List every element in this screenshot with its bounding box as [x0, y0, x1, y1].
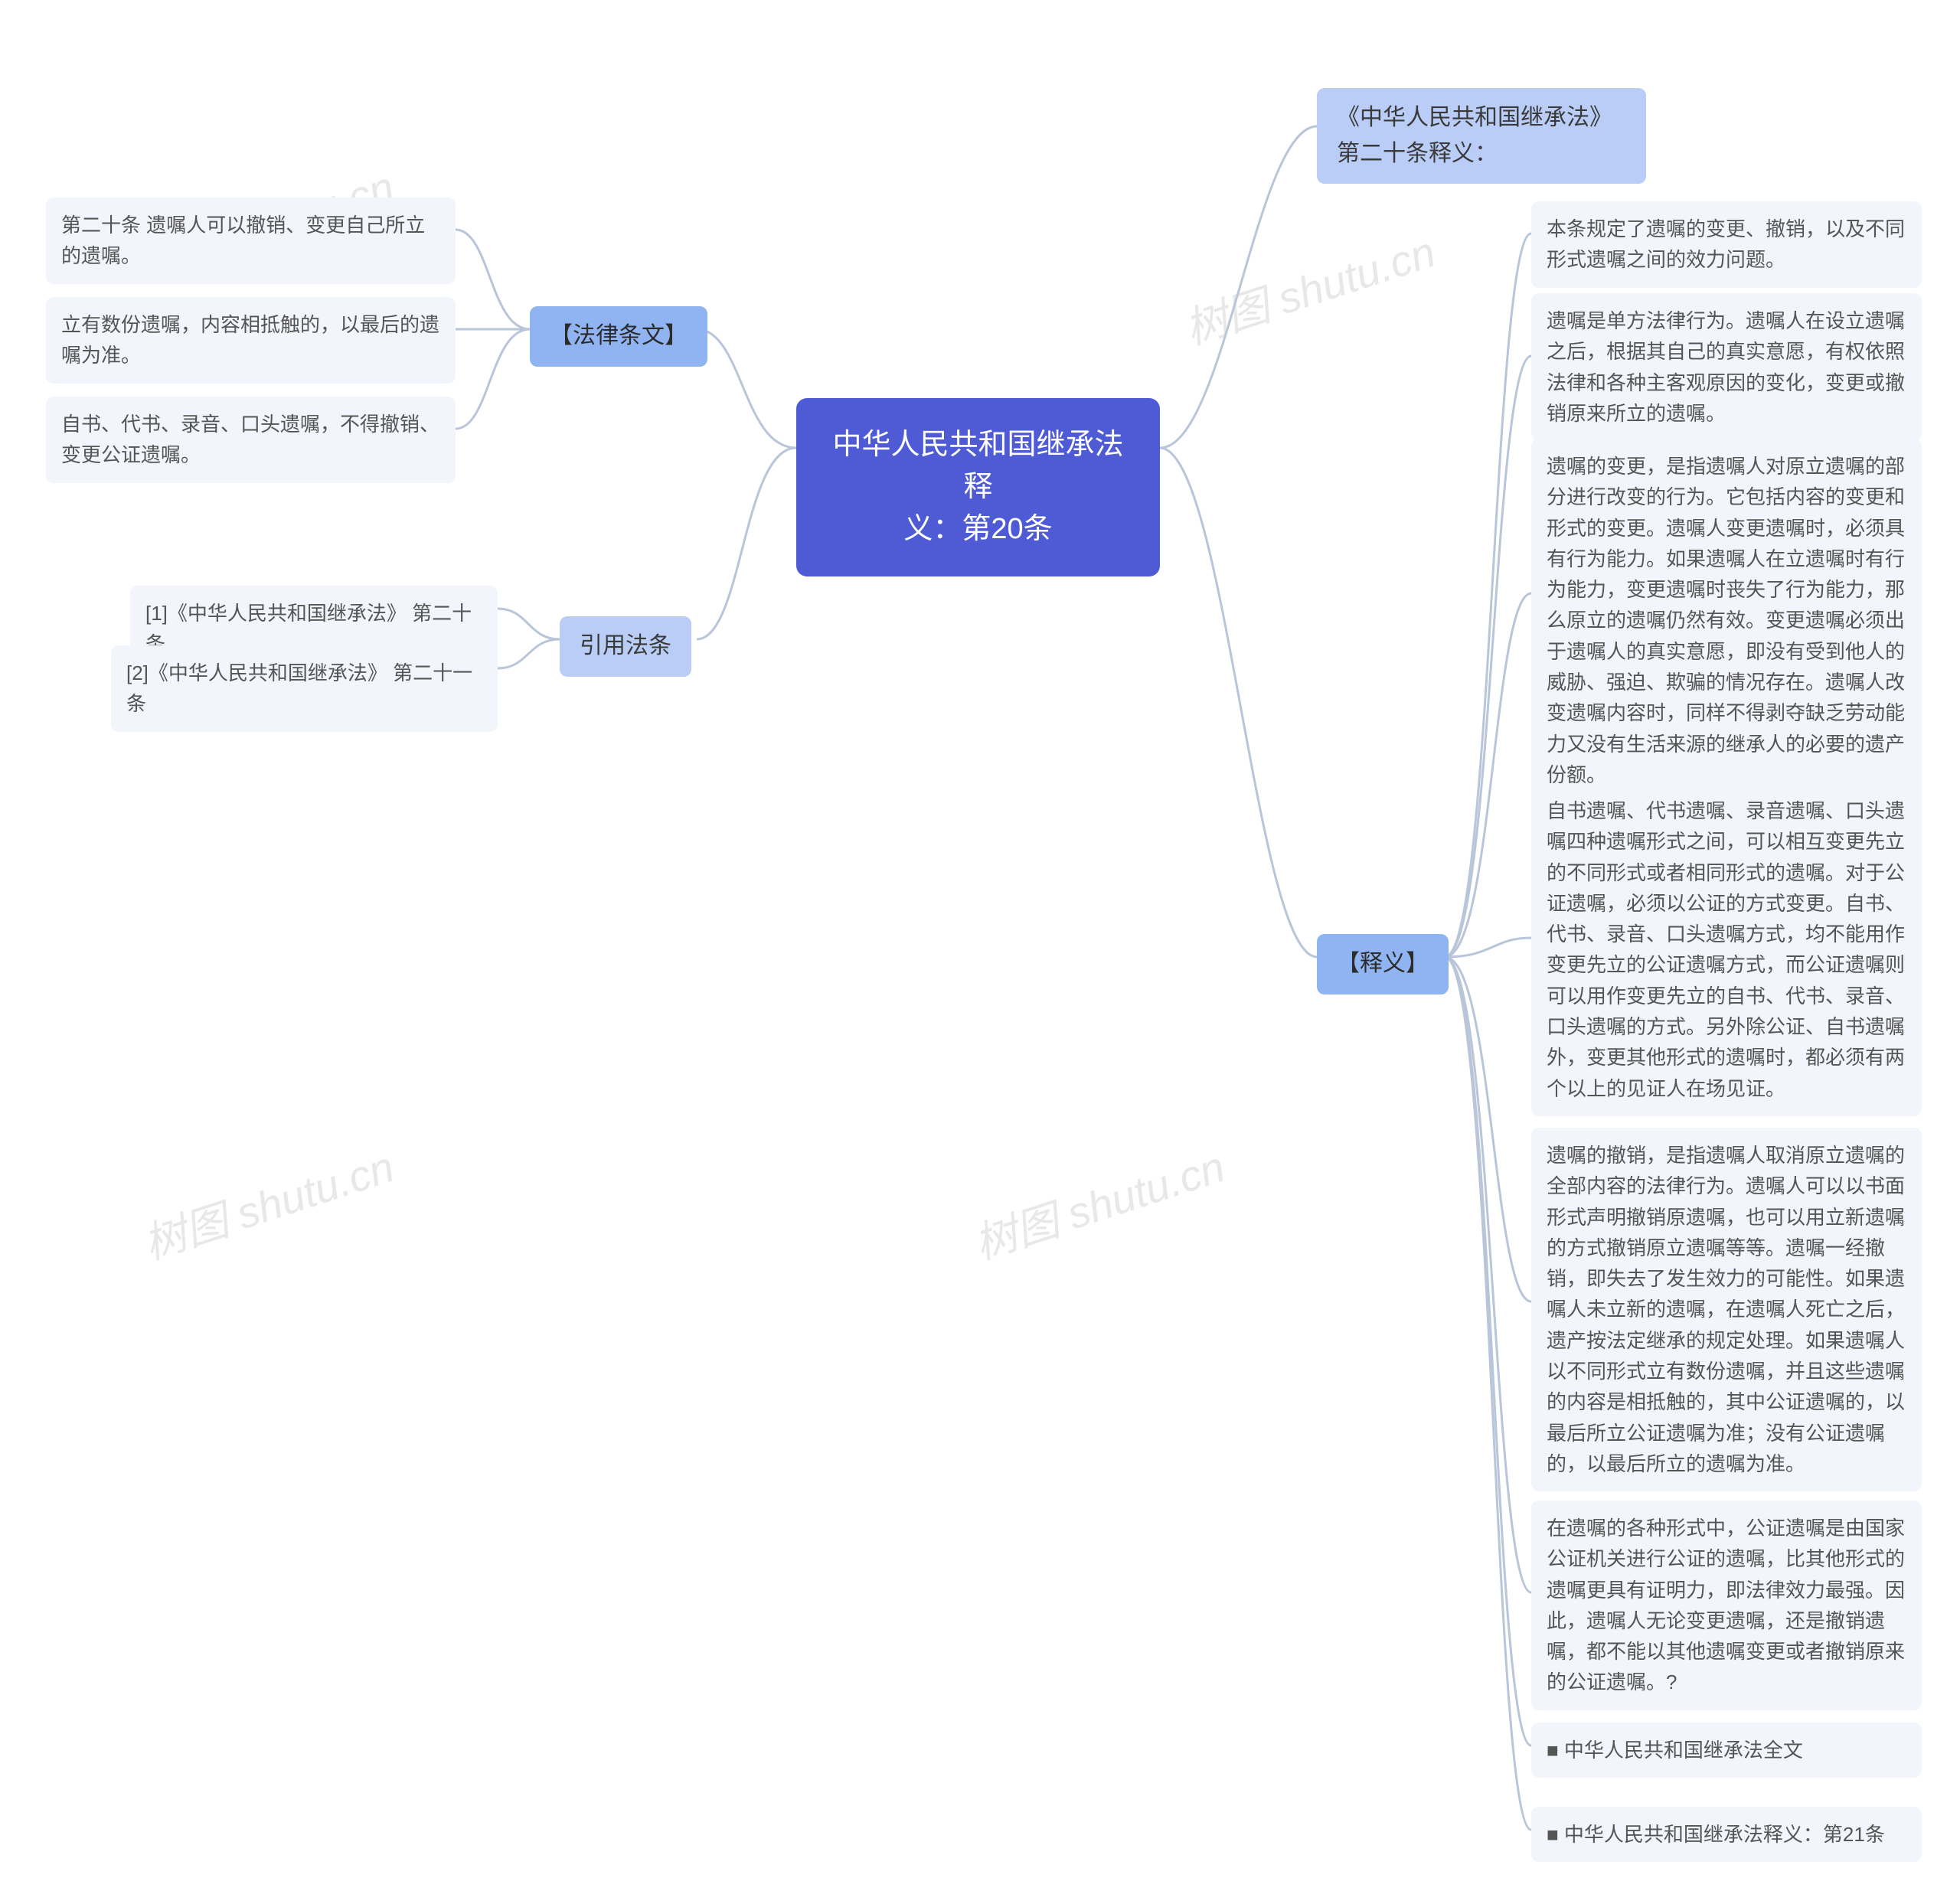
leaf-int-8-text: ■ 中华人民共和国继承法释义：第21条	[1547, 1823, 1885, 1846]
leaf-int-2-text: 遗嘱是单方法律行为。遗嘱人在设立遗嘱之后，根据其自己的真实意愿，有权依照法律和各…	[1547, 309, 1905, 425]
leaf-int-5[interactable]: 遗嘱的撤销，是指遗嘱人取消原立遗嘱的全部内容的法律行为。遗嘱人可以以书面形式声明…	[1531, 1128, 1922, 1491]
node-interpretation-label: 【释义】	[1337, 951, 1429, 976]
watermark: 树图 shutu.cn	[1176, 218, 1442, 358]
root-title: 中华人民共和国继承法释 义：第20条	[824, 424, 1132, 550]
leaf-int-1-text: 本条规定了遗嘱的变更、撤销，以及不同形式遗嘱之间的效力问题。	[1547, 217, 1905, 271]
leaf-int-1[interactable]: 本条规定了遗嘱的变更、撤销，以及不同形式遗嘱之间的效力问题。	[1531, 201, 1922, 288]
node-citations-label: 引用法条	[580, 633, 671, 658]
leaf-int-4[interactable]: 自书遗嘱、代书遗嘱、录音遗嘱、口头遗嘱四种遗嘱形式之间，可以相互变更先立的不同形…	[1531, 783, 1922, 1116]
leaf-law-1[interactable]: 第二十条 遗嘱人可以撤销、变更自己所立的遗嘱。	[46, 198, 456, 284]
leaf-int-8[interactable]: ■ 中华人民共和国继承法释义：第21条	[1531, 1807, 1922, 1862]
root-node[interactable]: 中华人民共和国继承法释 义：第20条	[796, 398, 1160, 576]
leaf-cite-2-text: [2]《中华人民共和国继承法》 第二十一条	[126, 661, 472, 715]
node-right-title-text: 《中华人民共和国继承法》第二十条释义：	[1337, 105, 1612, 166]
leaf-int-7[interactable]: ■ 中华人民共和国继承法全文	[1531, 1723, 1922, 1778]
leaf-int-7-text: ■ 中华人民共和国继承法全文	[1547, 1739, 1803, 1762]
leaf-law-3-text: 自书、代书、录音、口头遗嘱，不得撤销、变更公证遗嘱。	[61, 413, 439, 466]
leaf-law-1-text: 第二十条 遗嘱人可以撤销、变更自己所立的遗嘱。	[61, 214, 425, 267]
node-interpretation[interactable]: 【释义】	[1317, 934, 1449, 994]
node-law-text[interactable]: 【法律条文】	[530, 306, 707, 367]
node-law-text-label: 【法律条文】	[550, 323, 688, 348]
leaf-int-6[interactable]: 在遗嘱的各种形式中，公证遗嘱是由国家公证机关进行公证的遗嘱，比其他形式的遗嘱更具…	[1531, 1501, 1922, 1710]
node-right-title[interactable]: 《中华人民共和国继承法》第二十条释义：	[1317, 88, 1646, 184]
leaf-int-6-text: 在遗嘱的各种形式中，公证遗嘱是由国家公证机关进行公证的遗嘱，比其他形式的遗嘱更具…	[1547, 1517, 1905, 1693]
leaf-law-3[interactable]: 自书、代书、录音、口头遗嘱，不得撤销、变更公证遗嘱。	[46, 397, 456, 483]
leaf-int-4-text: 自书遗嘱、代书遗嘱、录音遗嘱、口头遗嘱四种遗嘱形式之间，可以相互变更先立的不同形…	[1547, 799, 1905, 1100]
leaf-int-3[interactable]: 遗嘱的变更，是指遗嘱人对原立遗嘱的部分进行改变的行为。它包括内容的变更和形式的变…	[1531, 439, 1922, 802]
leaf-int-5-text: 遗嘱的撤销，是指遗嘱人取消原立遗嘱的全部内容的法律行为。遗嘱人可以以书面形式声明…	[1547, 1144, 1905, 1475]
leaf-cite-2[interactable]: [2]《中华人民共和国继承法》 第二十一条	[111, 645, 498, 732]
leaf-law-2[interactable]: 立有数份遗嘱，内容相抵触的，以最后的遗嘱为准。	[46, 297, 456, 384]
watermark: 树图 shutu.cn	[965, 1133, 1232, 1272]
leaf-law-2-text: 立有数份遗嘱，内容相抵触的，以最后的遗嘱为准。	[61, 313, 439, 367]
node-citations[interactable]: 引用法条	[560, 616, 691, 677]
watermark: 树图 shutu.cn	[135, 1133, 401, 1272]
leaf-int-3-text: 遗嘱的变更，是指遗嘱人对原立遗嘱的部分进行改变的行为。它包括内容的变更和形式的变…	[1547, 455, 1905, 786]
leaf-int-2[interactable]: 遗嘱是单方法律行为。遗嘱人在设立遗嘱之后，根据其自己的真实意愿，有权依照法律和各…	[1531, 293, 1922, 441]
